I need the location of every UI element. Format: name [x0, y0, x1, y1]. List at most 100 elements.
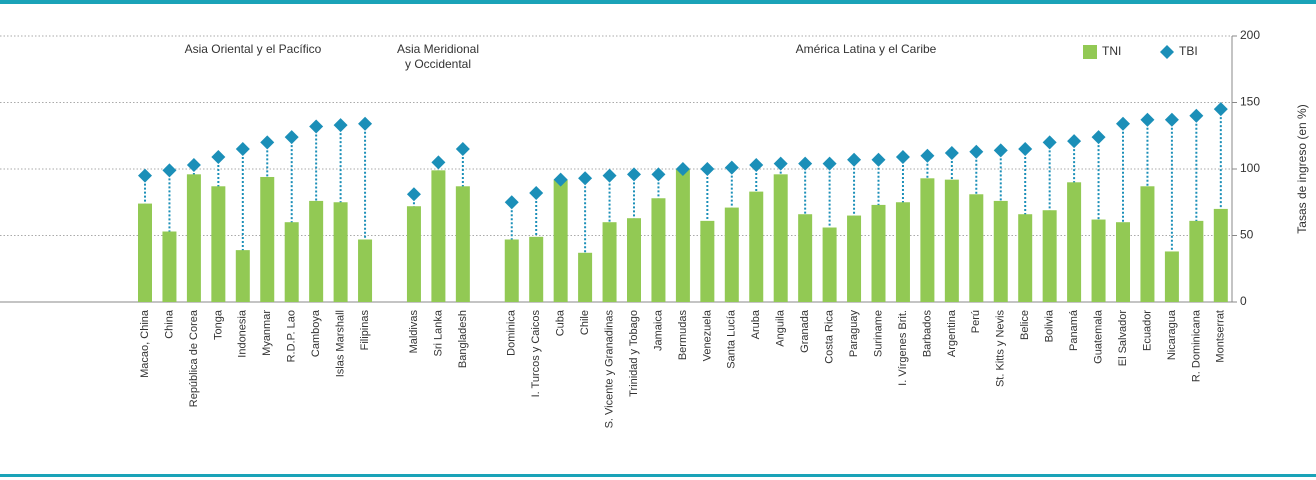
bar — [724, 207, 739, 302]
marker — [920, 148, 935, 163]
marker — [1067, 134, 1082, 149]
marker — [211, 150, 226, 165]
marker — [431, 155, 446, 170]
bar — [333, 202, 348, 302]
bar — [700, 220, 715, 302]
x-tick-label: Bangladesh — [457, 310, 469, 368]
marker — [1116, 116, 1130, 131]
x-tick-label: Granada — [799, 309, 811, 353]
x-tick-label: Myanmar — [261, 310, 273, 356]
marker — [162, 163, 177, 178]
bar — [1018, 214, 1033, 302]
marker — [455, 142, 470, 157]
marker — [749, 158, 764, 173]
bar — [1042, 210, 1057, 302]
bar — [895, 202, 910, 302]
marker — [700, 162, 715, 176]
marker — [138, 168, 152, 183]
bar — [1164, 251, 1179, 302]
bar — [358, 239, 373, 302]
y-tick-label: 0 — [1240, 294, 1247, 308]
marker — [235, 142, 250, 157]
marker — [1189, 108, 1204, 123]
bar — [993, 200, 1008, 302]
marker — [798, 156, 813, 171]
bar — [944, 179, 959, 302]
bar — [186, 174, 201, 302]
y-tick-label: 100 — [1240, 161, 1260, 175]
x-tick-label: Panamá — [1068, 309, 1080, 351]
bar — [651, 198, 666, 302]
x-tick-label: Belice — [1019, 310, 1031, 340]
marker — [504, 195, 519, 210]
bar — [406, 206, 421, 302]
marker — [529, 185, 544, 200]
y-tick-label: 200 — [1240, 28, 1260, 42]
y-tick-label: 150 — [1240, 95, 1260, 109]
x-tick-label: Venezuela — [701, 309, 713, 361]
x-tick-label: Guatemala — [1092, 309, 1104, 364]
x-tick-label: R.D.P. Lao — [286, 310, 298, 362]
bar — [969, 194, 984, 302]
bar — [1067, 182, 1082, 302]
bar — [529, 236, 544, 302]
marker — [553, 172, 568, 187]
marker — [1091, 130, 1106, 145]
marker — [895, 150, 910, 165]
bar — [455, 186, 470, 302]
x-tick-label: Barbados — [921, 310, 933, 358]
x-tick-label: Paraguay — [848, 310, 860, 358]
y-axis-label: Tasas de ingreso (en %) — [1295, 104, 1309, 233]
marker — [1213, 102, 1228, 117]
marker — [724, 160, 739, 175]
x-tick-label: Anguila — [775, 309, 787, 347]
x-tick-label: Suriname — [872, 310, 884, 357]
x-tick-label: I. Turcos y Caicos — [530, 310, 542, 398]
bar — [871, 204, 886, 302]
x-tick-label: Camboya — [310, 309, 322, 357]
x-tick-label: Jamaica — [652, 309, 664, 351]
x-tick-label: Sri Lanka — [432, 309, 444, 356]
marker — [578, 171, 593, 186]
marker — [944, 146, 959, 161]
legend-label: TNI — [1102, 44, 1121, 58]
bar — [162, 231, 177, 302]
bar — [284, 222, 299, 302]
x-tick-label: Argentina — [946, 309, 958, 357]
bar — [1213, 208, 1228, 302]
x-tick-label: República de Corea — [188, 309, 200, 407]
legend-label: TBI — [1179, 44, 1198, 58]
marker — [260, 135, 275, 150]
x-tick-label: Nicaragua — [1166, 309, 1178, 360]
marker — [1140, 112, 1155, 127]
bar — [847, 215, 862, 302]
marker — [969, 144, 984, 159]
x-tick-label: Filipinas — [359, 310, 371, 351]
marker — [651, 167, 666, 182]
legend-swatch — [1083, 45, 1097, 59]
top-border — [0, 0, 1316, 4]
marker — [358, 116, 373, 131]
marker — [675, 162, 690, 176]
x-tick-label: Bermudas — [677, 310, 689, 361]
x-tick-label: Indonesia — [237, 309, 249, 358]
marker — [1164, 112, 1179, 127]
bar — [675, 169, 690, 302]
marker — [822, 156, 837, 171]
marker — [627, 167, 641, 182]
x-tick-label: S. Vicente y Granadinas — [603, 310, 615, 429]
group-label: Asia Oriental y el Pacífico — [185, 42, 322, 56]
marker — [406, 187, 421, 202]
bar — [822, 227, 837, 302]
x-tick-label: Chile — [579, 310, 591, 335]
bar — [553, 179, 568, 302]
group-label: Asia Meridional — [397, 42, 479, 56]
bar — [798, 214, 813, 302]
marker — [847, 152, 862, 167]
x-tick-label: Maldivas — [408, 310, 420, 354]
bar — [138, 203, 152, 302]
x-tick-label: El Salvador — [1117, 310, 1129, 367]
marker — [333, 118, 348, 133]
bar — [309, 200, 324, 302]
marker — [602, 168, 617, 183]
